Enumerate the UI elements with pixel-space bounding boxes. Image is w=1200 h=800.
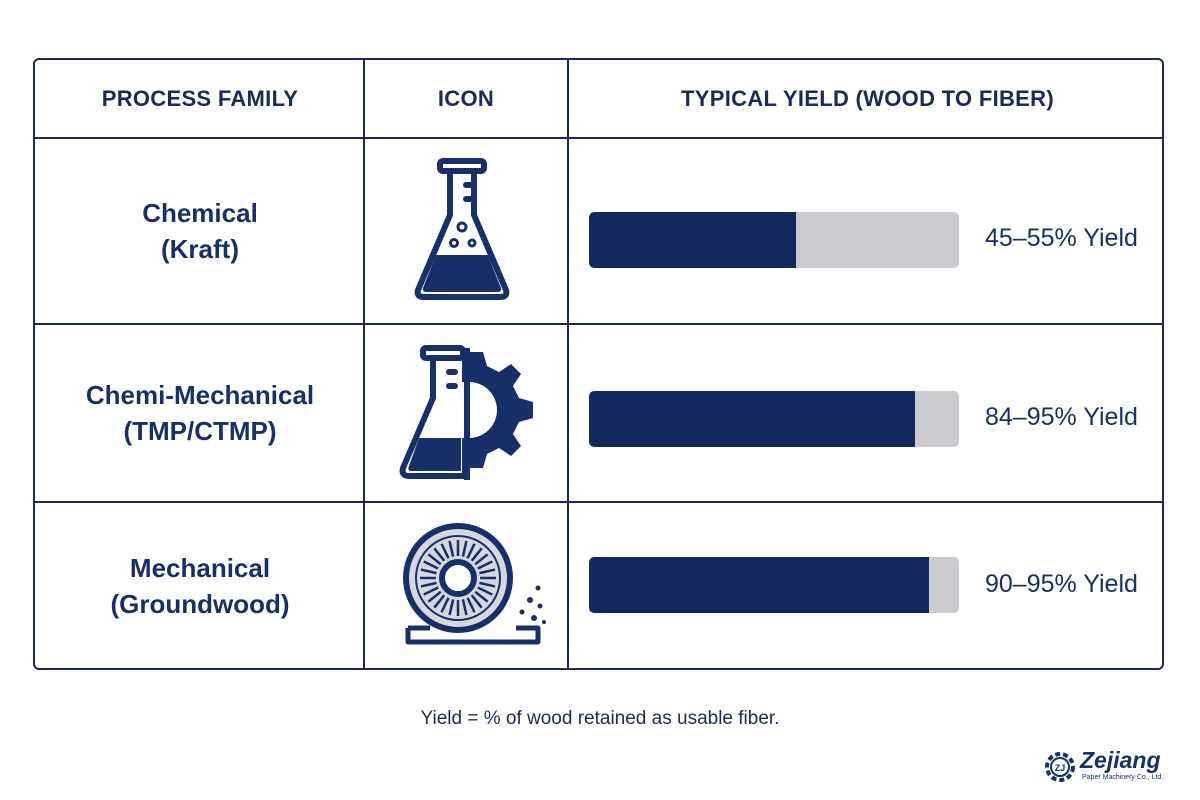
row-label-chemi-mechanical: Chemi-Mechanical (TMP/CTMP)	[35, 325, 365, 501]
flask-icon	[414, 158, 510, 300]
grinder-wheel-icon	[403, 523, 546, 645]
row-label-chemical: Chemical (Kraft)	[35, 139, 365, 323]
svg-text:ZJ: ZJ	[1055, 763, 1066, 773]
yield-table: PROCESS FAMILY ICON TYPICAL YIELD (WOOD …	[33, 58, 1164, 670]
row-label-line2: (TMP/CTMP)	[123, 416, 277, 446]
company-logo: ZJ Zejiang Paper Machinery Co., Ltd.	[1040, 745, 1190, 789]
yield-bar-track	[589, 557, 959, 613]
row-label-line2: (Kraft)	[161, 234, 239, 264]
header-typical-yield: TYPICAL YIELD (WOOD TO FIBER)	[681, 86, 1054, 111]
yield-bar-fill	[589, 557, 930, 613]
logo-name: Zejiang	[1080, 747, 1161, 773]
column-divider	[567, 60, 569, 668]
row-label-line2: (Groundwood)	[110, 589, 290, 619]
row-label-mechanical: Mechanical (Groundwood)	[35, 503, 365, 669]
footnote: Yield = % of wood retained as usable fib…	[420, 708, 780, 729]
column-divider	[363, 60, 365, 668]
row-divider	[35, 137, 1162, 139]
row-label-line1: Mechanical	[129, 553, 271, 583]
yield-bar-fill	[589, 212, 797, 268]
row-divider	[35, 501, 1162, 503]
yield-label: 84–95% Yield	[985, 403, 1138, 431]
row-divider	[35, 323, 1162, 325]
logo-subtitle: Paper Machinery Co., Ltd.	[1082, 774, 1164, 781]
yield-bar-track	[589, 391, 959, 447]
yield-bar-fill	[589, 391, 915, 447]
row-label-line1: Chemi-Mechanical	[85, 380, 315, 410]
flask-gear-icon	[399, 345, 533, 480]
row-label-line1: Chemical	[142, 198, 258, 228]
yield-label: 90–95% Yield	[985, 570, 1138, 598]
yield-bar-track	[589, 212, 959, 268]
gear-logo-icon: ZJ	[1045, 752, 1075, 782]
header-icon: ICON	[437, 86, 495, 111]
header-process-family: PROCESS FAMILY	[101, 86, 299, 111]
yield-label: 45–55% Yield	[985, 224, 1138, 252]
